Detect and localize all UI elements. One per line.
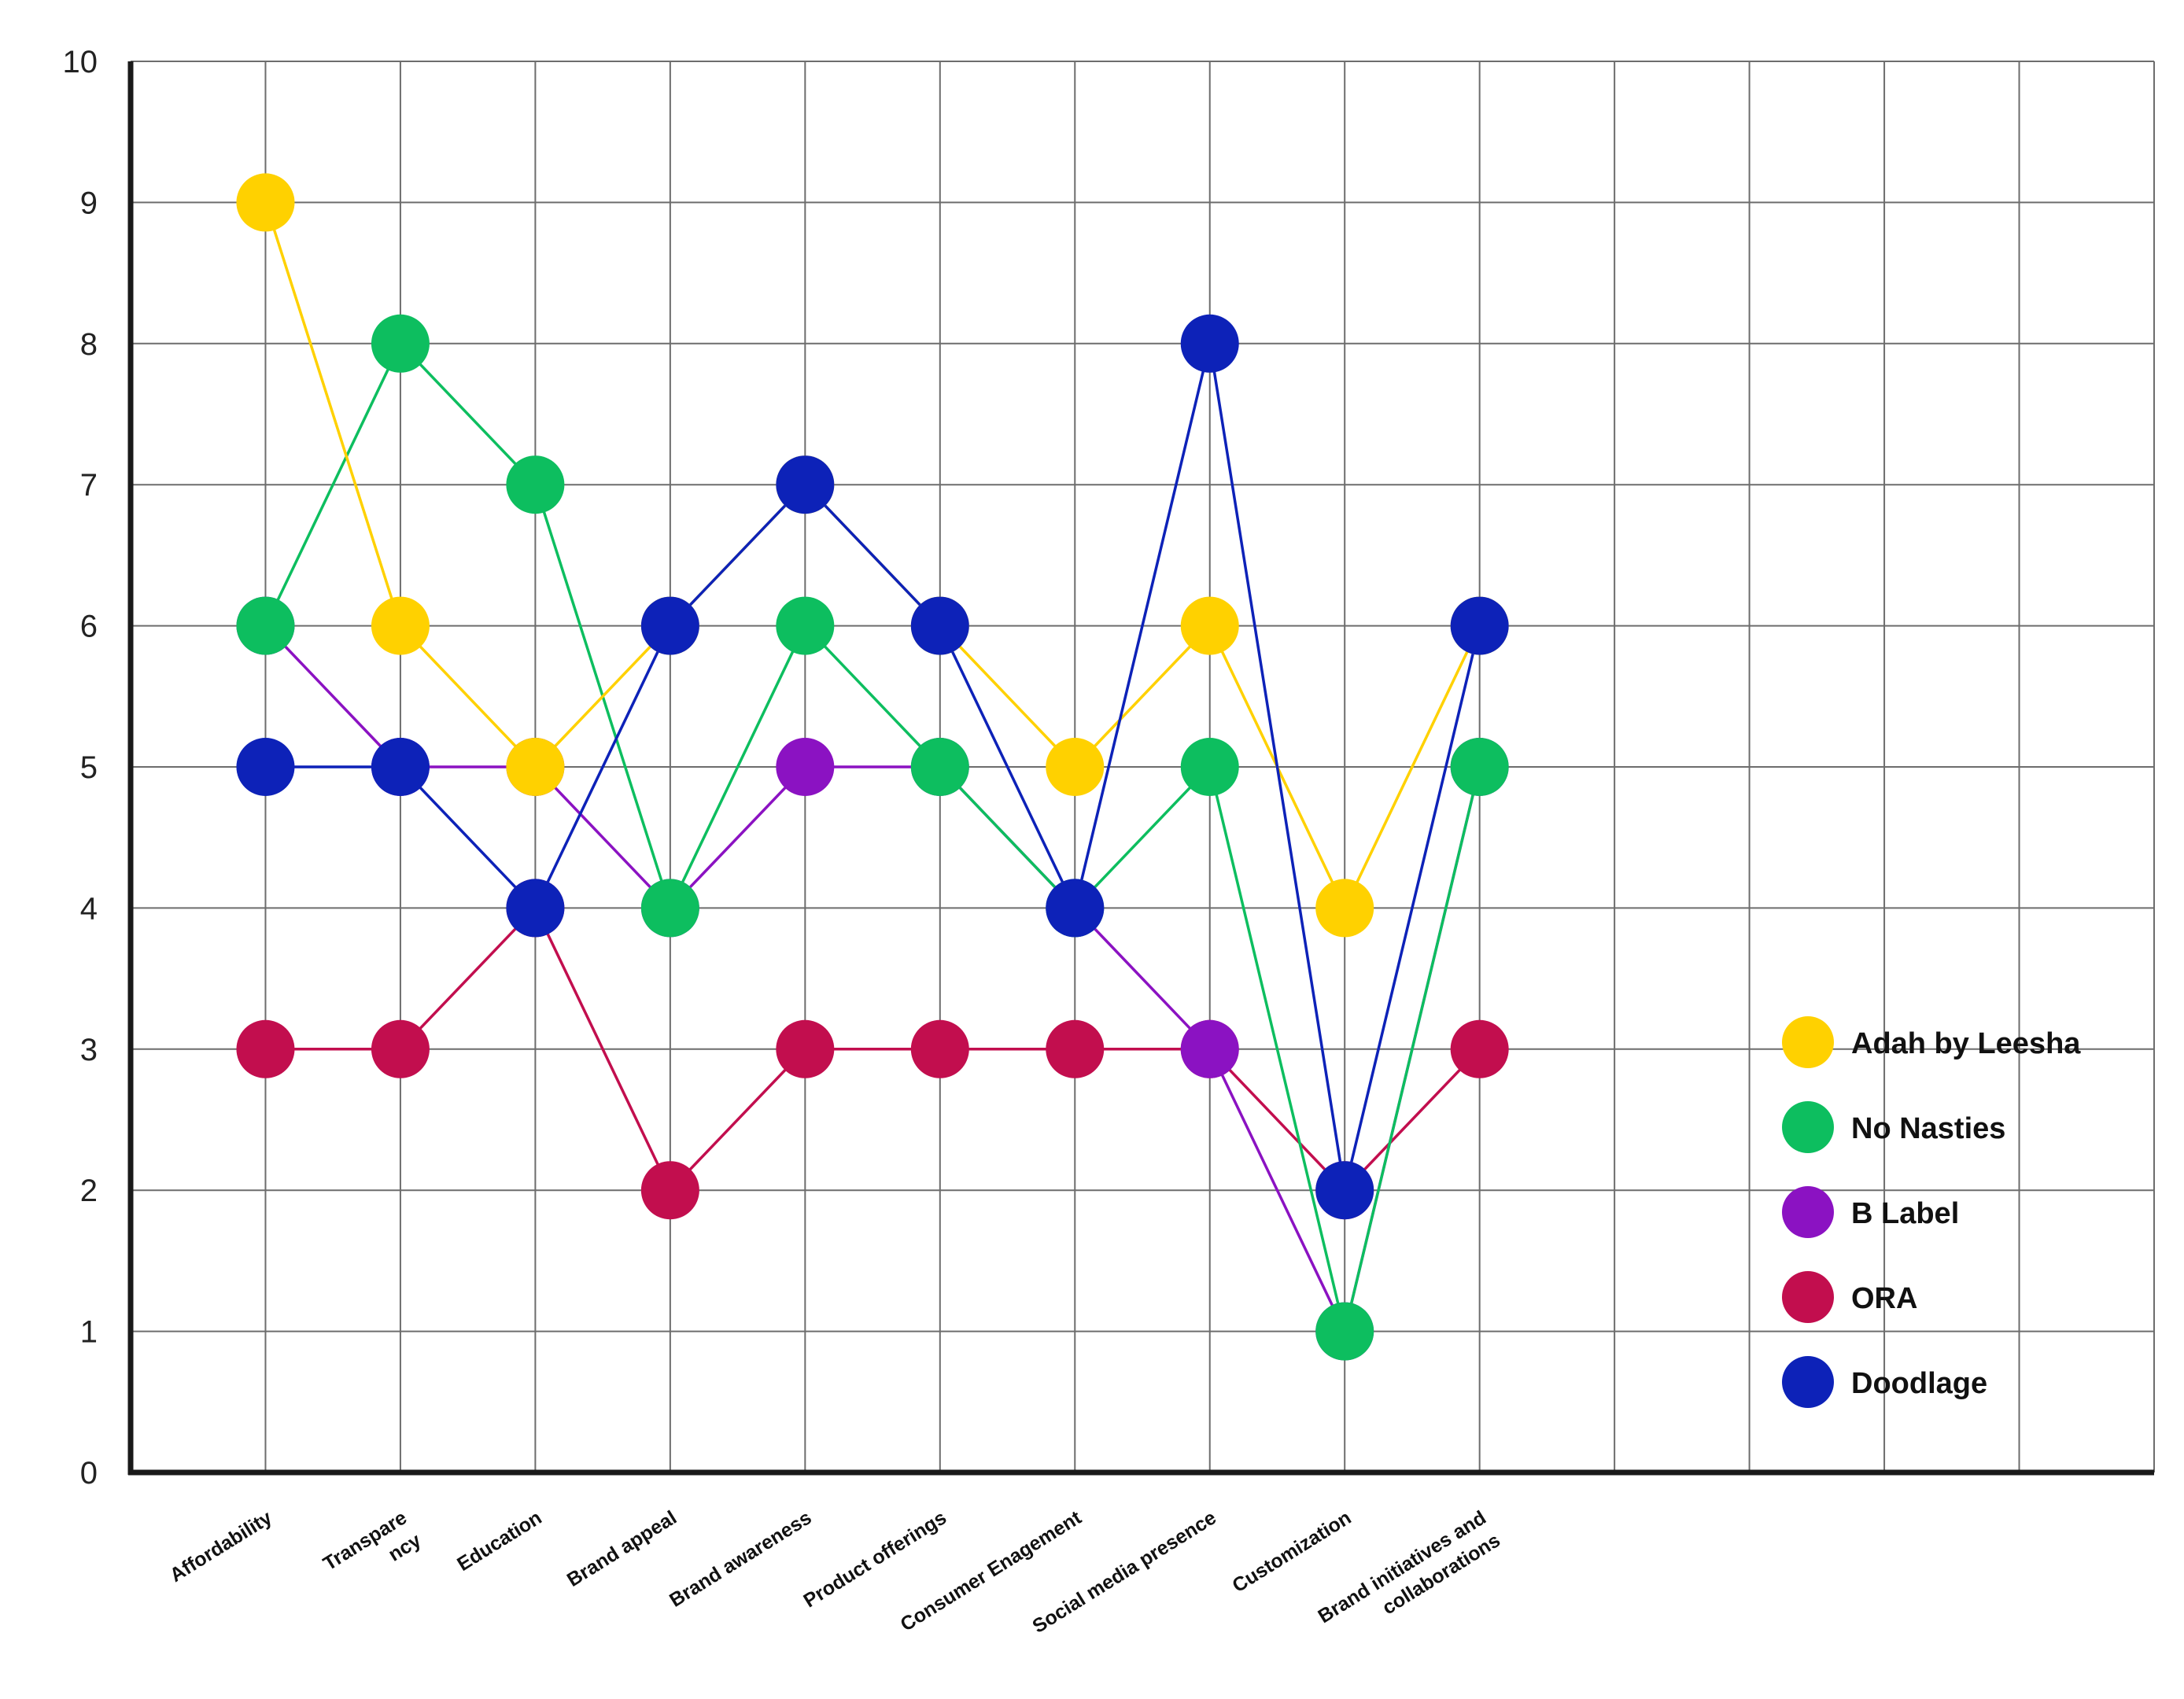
legend-marker: [1782, 1271, 1834, 1323]
data-point-doodlage: [236, 738, 295, 796]
data-point-doodlage: [506, 879, 565, 938]
series-points: [236, 173, 1509, 1361]
y-tick-label: 5: [80, 750, 98, 785]
data-point-doodlage: [1315, 1161, 1374, 1220]
y-axis-ticks: 0 1 2 3 4 5 6 7 8 9 10: [63, 45, 98, 1491]
data-point-adah-by-leesha: [1046, 738, 1105, 796]
data-point-no-nasties: [1450, 738, 1509, 796]
legend-label: B Label: [1851, 1197, 1959, 1230]
series-line-ora: [265, 906, 1481, 1192]
x-tick-label: Education: [453, 1506, 545, 1576]
series-line-b-label: [264, 625, 1481, 1333]
data-point-no-nasties: [371, 314, 430, 373]
y-tick-label: 2: [80, 1174, 98, 1208]
x-tick-label: Customization: [1228, 1506, 1355, 1597]
legend-label: No Nasties: [1851, 1112, 2005, 1145]
data-point-adah-by-leesha: [371, 596, 430, 655]
legend-marker: [1782, 1101, 1834, 1153]
legend-marker: [1782, 1186, 1834, 1238]
legend-marker: [1782, 1356, 1834, 1408]
x-tick-label: Brand awareness: [666, 1506, 815, 1611]
data-point-doodlage: [640, 596, 699, 655]
data-point-ora: [371, 1019, 430, 1078]
data-point-no-nasties: [1180, 738, 1239, 796]
data-point-no-nasties: [236, 596, 295, 655]
data-point-ora: [910, 1019, 969, 1078]
data-point-no-nasties: [1315, 1302, 1374, 1361]
data-point-adah-by-leesha: [1315, 879, 1374, 938]
data-point-adah-by-leesha: [1180, 596, 1239, 655]
legend-label: Adah by Leesha: [1851, 1027, 2081, 1060]
series-line-no-nasties: [264, 342, 1481, 1333]
data-point-no-nasties: [776, 596, 835, 655]
data-point-ora: [1046, 1019, 1105, 1078]
data-point-ora: [1450, 1019, 1509, 1078]
data-point-doodlage: [1180, 314, 1239, 373]
x-axis-ticks: Affordability Transparency Education Brand …: [166, 1506, 1504, 1638]
data-point-doodlage: [776, 455, 835, 514]
y-tick-label: 8: [80, 327, 98, 362]
chart-axes: [127, 61, 2154, 1476]
series-line-doodlage: [265, 342, 1481, 1192]
x-tick-label: Brand appeal: [563, 1506, 681, 1591]
x-tick-label: Product offerings: [799, 1506, 950, 1612]
legend-marker: [1782, 1016, 1834, 1068]
x-tick-label: Transparency: [319, 1506, 425, 1598]
legend-label: Doodlage: [1851, 1367, 1987, 1400]
y-tick-label: 6: [80, 610, 98, 644]
y-tick-label: 0: [80, 1456, 98, 1491]
data-point-adah-by-leesha: [506, 738, 565, 796]
data-point-doodlage: [1450, 596, 1509, 655]
data-point-ora: [236, 1019, 295, 1078]
data-point-no-nasties: [640, 879, 699, 938]
x-tick-label: Affordability: [166, 1506, 276, 1587]
y-tick-label: 1: [80, 1315, 98, 1350]
data-point-ora: [776, 1019, 835, 1078]
data-point-doodlage: [371, 738, 430, 796]
series-lines: [264, 201, 1481, 1333]
y-tick-label: 9: [80, 186, 98, 220]
data-point-b-label: [1180, 1019, 1239, 1078]
data-point-doodlage: [1046, 879, 1105, 938]
data-point-doodlage: [910, 596, 969, 655]
data-point-b-label: [776, 738, 835, 796]
y-tick-label: 7: [80, 468, 98, 503]
chart-legend: Adah by Leesha No Nasties B Label ORA Doodla…: [1782, 1016, 2081, 1408]
y-tick-label: 3: [80, 1033, 98, 1067]
legend-label: ORA: [1851, 1282, 1917, 1315]
y-tick-label: 10: [63, 45, 98, 79]
data-point-adah-by-leesha: [236, 173, 295, 232]
y-tick-label: 4: [80, 891, 98, 926]
data-point-no-nasties: [910, 738, 969, 796]
data-point-ora: [640, 1161, 699, 1220]
data-point-no-nasties: [506, 455, 565, 514]
